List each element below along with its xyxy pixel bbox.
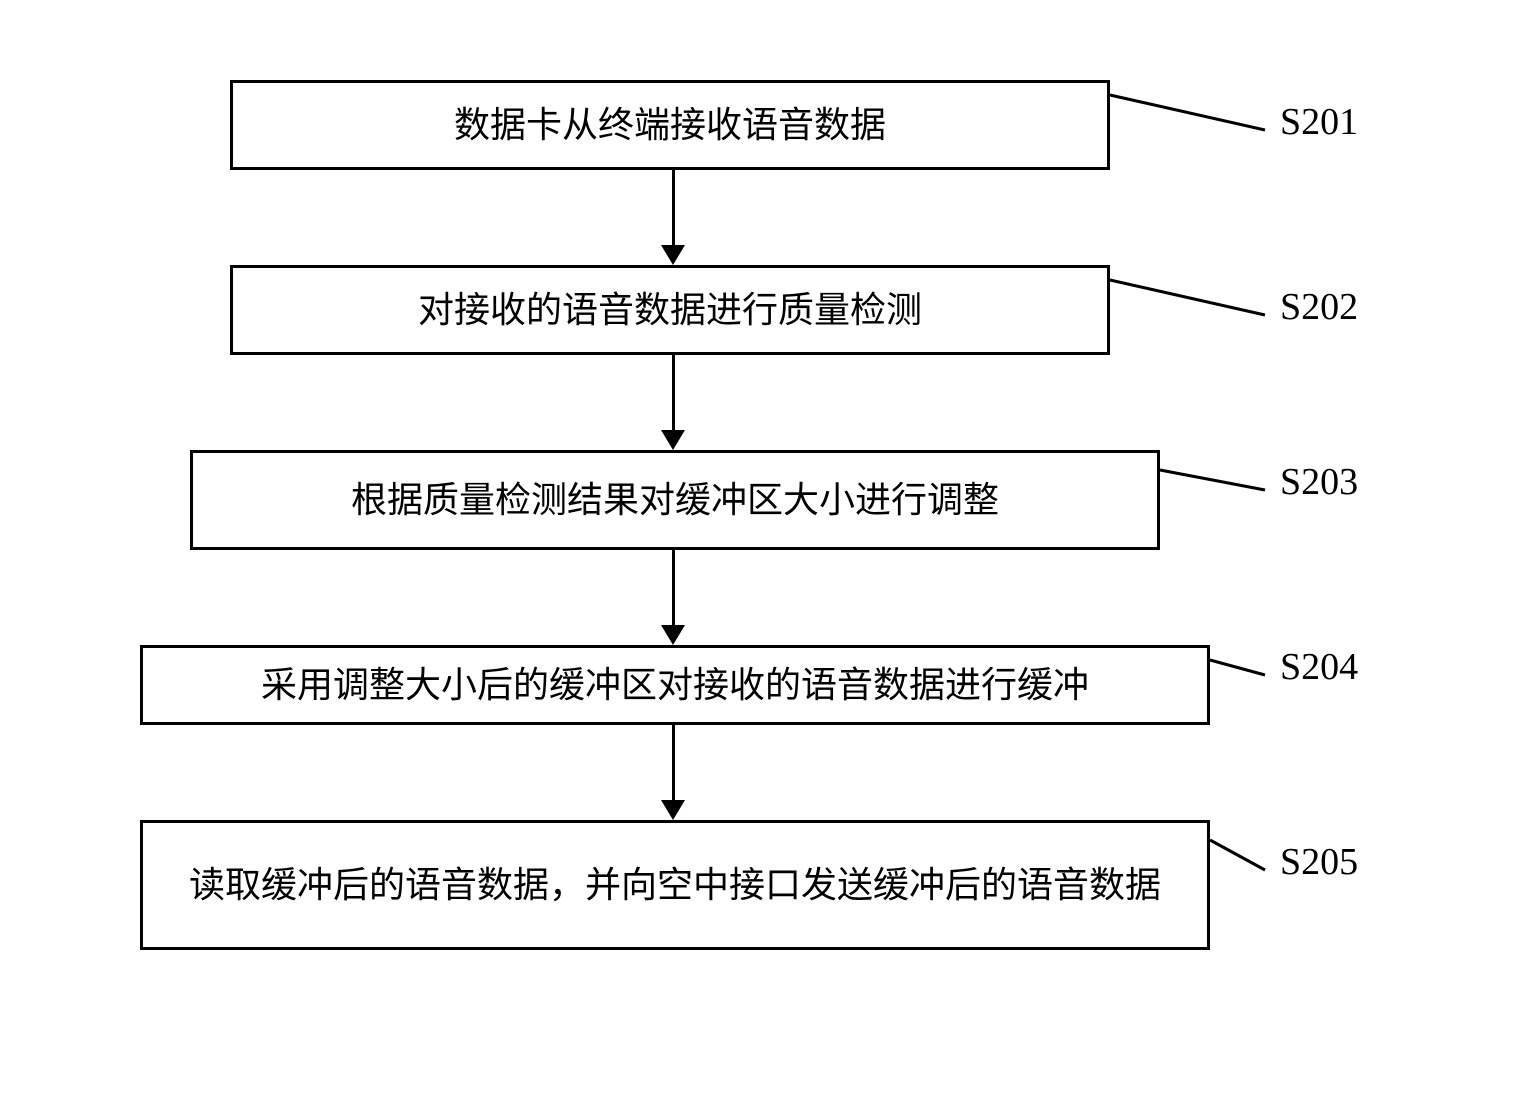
connector-5 — [100, 820, 1300, 950]
step-label-5: S205 — [1280, 840, 1358, 884]
arrow-3 — [100, 550, 1250, 645]
step-label-2: S202 — [1280, 285, 1358, 329]
step-label-3: S203 — [1280, 460, 1358, 504]
arrow-2 — [100, 355, 1250, 450]
connector-2 — [100, 265, 1300, 365]
step-row-2: 对接收的语音数据进行质量检测 S202 — [100, 265, 1420, 355]
step-row-5: 读取缓冲后的语音数据，并向空中接口发送缓冲后的语音数据 S205 — [100, 820, 1420, 950]
arrow-1 — [100, 170, 1250, 265]
step-row-3: 根据质量检测结果对缓冲区大小进行调整 S203 — [100, 450, 1420, 550]
flowchart-container: 数据卡从终端接收语音数据 S201 对接收的语音数据进行质量检测 S202 — [100, 80, 1420, 950]
step-row-4: 采用调整大小后的缓冲区对接收的语音数据进行缓冲 S204 — [100, 645, 1420, 725]
step-row-1: 数据卡从终端接收语音数据 S201 — [100, 80, 1420, 170]
connector-3 — [100, 450, 1300, 550]
step-label-1: S201 — [1280, 100, 1358, 144]
arrow-4 — [100, 725, 1250, 820]
step-label-4: S204 — [1280, 645, 1358, 689]
connector-1 — [100, 80, 1300, 180]
